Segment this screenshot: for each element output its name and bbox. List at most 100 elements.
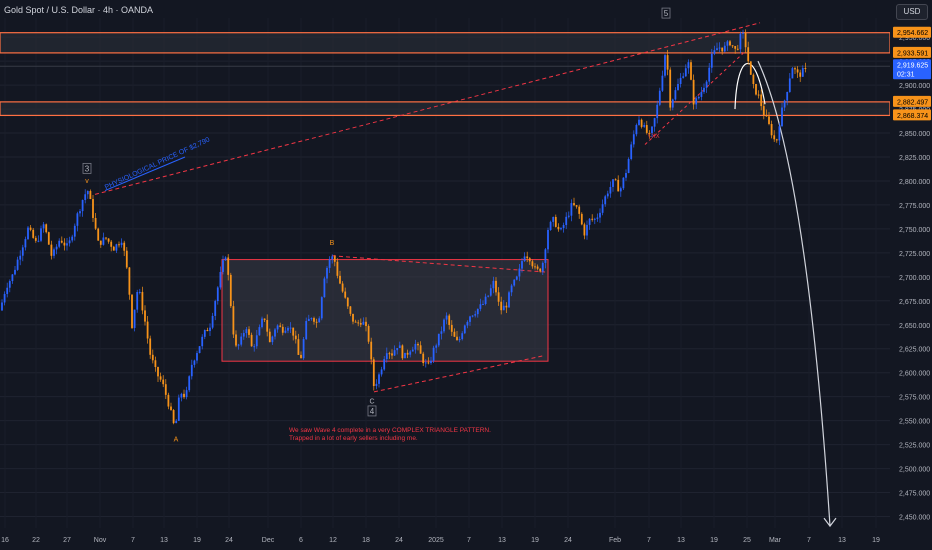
candle-body	[497, 292, 500, 302]
candle-body	[393, 350, 396, 356]
candle-body	[635, 124, 638, 135]
trendline-upper	[94, 22, 761, 195]
x-tick-label: 7	[131, 537, 135, 544]
candle-body	[292, 327, 295, 336]
candle-body	[601, 204, 604, 213]
candle-body	[305, 321, 308, 340]
candle-body	[203, 330, 206, 337]
candle-body	[380, 369, 383, 375]
candle-body	[677, 84, 679, 91]
time-axis[interactable]: 16 22 27 Nov 7 13 19 24 Dec 6 12 18 24 2025 7 13 19 24 Feb…	[0, 528, 932, 550]
candle-body	[599, 212, 601, 218]
candle-body	[430, 360, 432, 364]
candle-body	[487, 295, 490, 297]
candle-body	[682, 76, 685, 78]
candle-body	[604, 196, 607, 205]
candle-body	[229, 274, 232, 307]
physiological-price-line	[104, 156, 186, 192]
candle-body	[749, 61, 752, 75]
candle-body	[14, 269, 16, 275]
y-tick-label: 2,650.000	[899, 323, 930, 330]
candle-body	[315, 321, 318, 323]
candle-body	[232, 306, 235, 335]
y-tick-label: 2,850.000	[899, 131, 930, 138]
wave4-box	[221, 259, 549, 362]
wave4-label-box	[367, 405, 377, 417]
candle-body	[630, 144, 633, 160]
candle-body	[318, 318, 321, 323]
candle-body	[580, 213, 583, 225]
candle-body	[762, 106, 765, 116]
candle-body	[697, 96, 700, 99]
currency-button[interactable]: USD	[896, 4, 928, 20]
candle-body	[97, 228, 100, 241]
candle-body	[632, 134, 635, 145]
candle-body	[307, 318, 310, 322]
candle-body	[775, 139, 778, 141]
candle-body	[716, 48, 718, 51]
candle-body	[700, 91, 703, 97]
candle-body	[385, 353, 388, 360]
candle-body	[443, 319, 445, 332]
candle-body	[547, 230, 549, 250]
candle-body	[209, 327, 211, 332]
candle-body	[565, 216, 568, 225]
candle-body	[799, 72, 802, 77]
candle-body	[16, 259, 19, 270]
candle-body	[333, 256, 336, 262]
candle-body	[222, 260, 224, 272]
candle-body	[463, 325, 466, 334]
candle-body	[115, 244, 118, 251]
forecast-arrow	[757, 60, 831, 527]
x-tick-label: 16	[1, 537, 9, 544]
candle-body	[625, 172, 627, 178]
candle-body	[149, 338, 152, 355]
candle-body	[214, 301, 217, 316]
triangle-lower-line	[373, 354, 546, 393]
candle-body	[411, 349, 414, 352]
candle-body	[266, 320, 269, 332]
candle-body	[102, 237, 105, 245]
candle-body	[515, 276, 518, 280]
candle-body	[94, 217, 97, 229]
price-axis[interactable]: 2,450.000 2,475.000 2,500.000 2,525.000 2,55…	[890, 0, 932, 550]
candle-body	[21, 247, 24, 256]
candle-body	[627, 159, 630, 173]
candle-body	[622, 177, 625, 189]
candle-body	[313, 318, 315, 322]
candle-body	[219, 271, 222, 288]
candle-body	[123, 242, 126, 251]
chart-drawings[interactable]	[94, 22, 837, 528]
candle-body	[567, 215, 570, 217]
candle-body	[388, 353, 391, 355]
candle-body	[271, 336, 274, 343]
candle-body	[544, 249, 547, 263]
candle-body	[27, 227, 29, 240]
candle-body	[261, 318, 263, 328]
x-tick-label: 24	[395, 537, 403, 544]
candle-body	[422, 353, 425, 364]
candle-body	[45, 224, 48, 233]
point-v-label: v	[85, 178, 89, 185]
candle-body	[138, 291, 141, 293]
symbol-title: Gold Spot / U.S. Dollar · 4h · OANDA	[4, 5, 154, 15]
candle-body	[768, 116, 770, 124]
y-tick-label: 2,525.000	[899, 443, 930, 450]
candle-body	[786, 91, 789, 101]
candle-body	[367, 325, 370, 342]
x-tick-label: 13	[677, 537, 685, 544]
candle-body	[492, 280, 495, 289]
candle-body	[193, 360, 196, 365]
candle-body	[690, 62, 692, 80]
candle-body	[674, 90, 677, 100]
forecast-arrowhead	[823, 517, 837, 528]
candle-body	[588, 218, 591, 225]
candle-body	[3, 293, 6, 303]
candle-body	[175, 420, 178, 424]
candle-body	[352, 313, 354, 322]
wave5-label: 5	[664, 9, 669, 18]
candle-body	[687, 62, 690, 69]
candle-body	[53, 249, 55, 256]
price-line-tag	[893, 46, 931, 58]
